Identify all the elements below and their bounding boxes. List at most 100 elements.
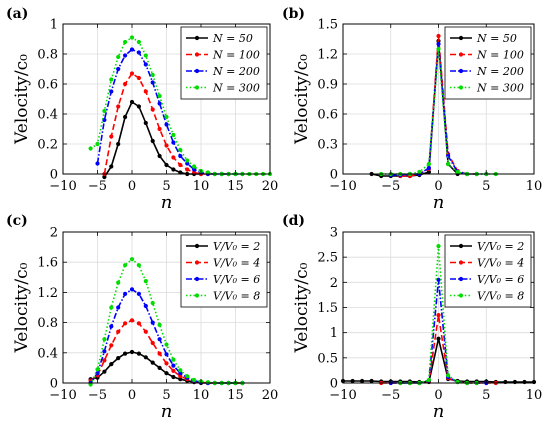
x-tick-label: 10: [193, 388, 210, 403]
data-point: [95, 367, 100, 372]
data-point: [143, 303, 148, 309]
legend-entry: N = 300: [476, 82, 524, 95]
y-tick-label: 0: [330, 168, 338, 183]
legend-marker: [458, 35, 464, 41]
data-point: [123, 321, 128, 326]
legend-marker: [194, 260, 200, 265]
data-point: [178, 377, 183, 382]
data-point: [446, 373, 451, 378]
data-point: [123, 291, 128, 296]
legend-marker: [458, 293, 464, 298]
data-point: [164, 371, 169, 376]
y-tick-label: 0.4: [37, 108, 58, 123]
y-axis-label: Velocity/c₀: [292, 54, 312, 145]
data-point: [178, 368, 183, 373]
data-point: [102, 174, 107, 180]
data-point: [116, 280, 121, 285]
data-point: [164, 114, 169, 120]
data-point: [164, 352, 169, 357]
data-point: [178, 371, 183, 376]
legend-entry: N = 50: [476, 32, 517, 45]
y-tick-label: 0.3: [317, 138, 338, 153]
data-point: [157, 101, 162, 106]
legend-entry: N = 200: [476, 65, 524, 78]
data-point: [164, 342, 169, 347]
x-tick-label: −5: [88, 179, 107, 194]
data-point: [129, 71, 135, 76]
y-tick-label: 1.2: [317, 48, 338, 63]
legend-marker: [458, 260, 464, 265]
data-point: [164, 162, 169, 168]
data-point: [143, 120, 148, 126]
y-tick-label: 0.8: [37, 48, 58, 63]
x-axis-label: n: [161, 192, 173, 213]
y-tick-label: 0: [330, 377, 338, 392]
data-point: [123, 81, 128, 87]
data-point: [88, 146, 93, 151]
data-point: [157, 337, 162, 342]
data-point: [116, 54, 121, 60]
data-point: [178, 162, 183, 168]
data-point: [116, 329, 121, 334]
legend-entry: V/V₀ = 2: [213, 240, 260, 253]
data-point: [123, 114, 128, 120]
data-point: [150, 340, 155, 346]
y-tick-label: 0.9: [317, 78, 338, 93]
data-point: [369, 378, 374, 384]
data-point: [436, 46, 441, 52]
data-point: [143, 53, 148, 58]
y-tick-label: 1: [50, 18, 58, 33]
data-point: [171, 140, 176, 145]
x-tick-label: 10: [526, 179, 543, 194]
data-point: [205, 380, 210, 385]
data-point: [171, 357, 176, 362]
data-point: [150, 300, 155, 306]
data-point: [143, 62, 148, 67]
data-point: [136, 263, 141, 268]
y-axis-label: Velocity/c₀: [12, 262, 32, 353]
data-point: [360, 378, 365, 384]
data-point: [102, 358, 107, 363]
x-tick-label: 20: [262, 179, 279, 194]
y-tick-label: 1.2: [37, 286, 58, 301]
data-point: [426, 169, 431, 175]
data-point: [185, 161, 190, 166]
data-point: [157, 322, 162, 327]
data-point: [95, 371, 100, 376]
data-point: [123, 53, 128, 58]
data-point: [178, 147, 183, 153]
y-tick-label: 0.4: [37, 346, 58, 361]
data-point: [171, 363, 176, 368]
legend-entry: V/V₀ = 8: [477, 290, 524, 303]
data-point: [116, 356, 121, 361]
data-point: [446, 161, 451, 167]
data-point: [123, 39, 128, 45]
data-point: [102, 108, 107, 114]
data-point: [426, 165, 431, 171]
data-point: [129, 47, 135, 52]
legend-entry: N = 100: [212, 49, 260, 62]
data-point: [417, 169, 422, 175]
data-point: [426, 161, 431, 167]
data-point: [136, 75, 141, 81]
y-tick-label: 1.5: [317, 18, 338, 33]
data-point: [192, 167, 197, 172]
x-tick-label: 5: [482, 179, 490, 194]
y-tick-label: 0: [50, 377, 58, 392]
panel-label: (a): [6, 6, 28, 22]
data-point: [164, 122, 169, 127]
data-point: [150, 138, 155, 144]
data-point: [157, 126, 162, 132]
legend-entry: N = 50: [212, 32, 253, 45]
legend-entry: V/V₀ = 4: [213, 257, 260, 270]
panel-a: (a) −10 −5 0 5 10 15 20 0 0.2 0.4 0.6 0.8 1 n Velocity/…: [6, 6, 278, 213]
data-point: [136, 104, 141, 109]
legend-marker: [194, 35, 200, 41]
x-tick-label: 10: [526, 388, 543, 403]
data-point: [185, 158, 190, 163]
data-point: [150, 72, 155, 78]
data-point: [129, 257, 135, 262]
data-point: [123, 263, 128, 268]
panel-b: (b) −10 −5 0 5 10 0 0.3 0.6 0.9 1.2 1.5 n Velocity/c₀…: [282, 6, 542, 213]
